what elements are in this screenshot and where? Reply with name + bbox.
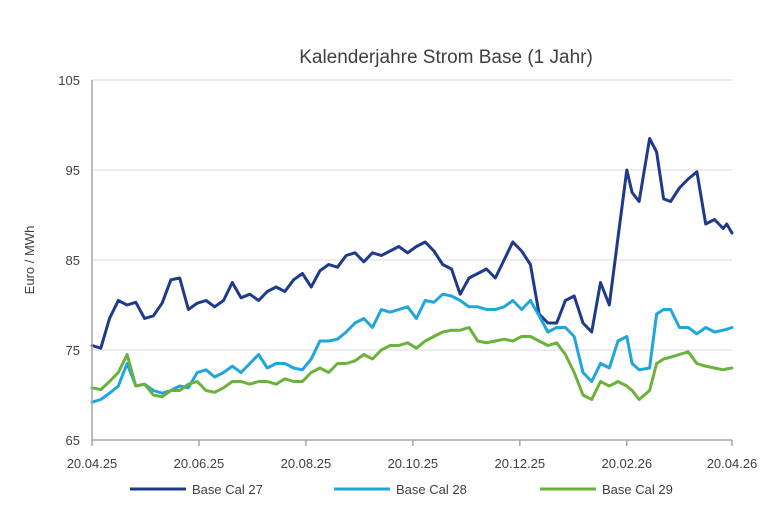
x-tick-label: 20.04.26	[707, 456, 758, 471]
series-line-base-cal-29	[90, 326, 734, 401]
series-line-base-cal-28	[90, 292, 734, 404]
legend-label: Base Cal 27	[192, 482, 263, 497]
chart-title: Kalenderjahre Strom Base (1 Jahr)	[299, 47, 593, 68]
x-tick-label: 20.10.25	[388, 456, 439, 471]
y-tick-label: 65	[66, 433, 80, 448]
x-tick-label: 20.04.25	[67, 456, 118, 471]
grid	[92, 79, 732, 351]
x-tick-label: 20.06.25	[174, 456, 225, 471]
y-tick-label: 85	[66, 253, 80, 268]
y-tick-label: 95	[66, 163, 80, 178]
x-tick-label: 20.02.26	[601, 456, 652, 471]
y-axis-label: Euro / MWh	[22, 226, 37, 295]
y-tick-label: 105	[58, 73, 80, 88]
legend-label: Base Cal 28	[396, 482, 467, 497]
series-layer	[90, 137, 734, 404]
legend-label: Base Cal 29	[602, 482, 673, 497]
series-line-base-cal-27	[90, 137, 734, 350]
x-tick-label: 20.08.25	[281, 456, 332, 471]
y-tick-label: 75	[66, 343, 80, 358]
legend: Base Cal 27 Base Cal 28 Base Cal 29	[130, 482, 673, 497]
x-tick-label: 20.12.25	[495, 456, 546, 471]
axes: 65 75 85 95 105 20.04.25 20.06.25 20.08.25 20.10…	[58, 73, 757, 471]
